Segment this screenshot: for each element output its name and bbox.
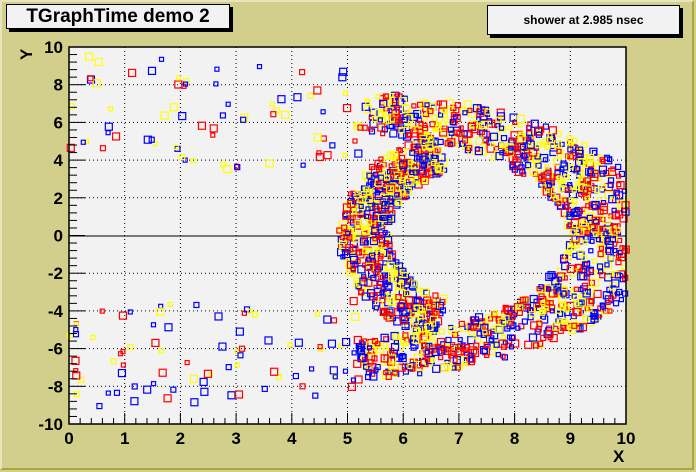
y-tick-label: -6: [48, 340, 63, 359]
y-tick-label: 4: [54, 151, 64, 170]
y-tick-label: -10: [38, 415, 63, 434]
y-tick-label: -8: [48, 377, 63, 396]
x-tick-label: 2: [176, 429, 185, 448]
time-label: shower at 2.985 nsec: [487, 5, 680, 35]
x-tick-label: 9: [566, 429, 575, 448]
y-tick-label: -2: [48, 264, 63, 283]
x-tick-label: 3: [231, 429, 240, 448]
x-tick-label: 10: [617, 429, 636, 448]
x-axis-title: X: [613, 447, 625, 466]
y-tick-labels: -10 -8 -6 -4 -2 0 2 4 6 8 10: [38, 38, 63, 434]
y-tick-label: 0: [54, 227, 63, 246]
x-tick-label: 8: [510, 429, 519, 448]
y-tick-label: 6: [54, 113, 63, 132]
x-tick-label: 4: [287, 429, 297, 448]
axis-ticks: [68, 46, 627, 425]
x-tick-label: 6: [398, 429, 407, 448]
x-tick-label: 0: [64, 429, 73, 448]
x-tick-label: 5: [343, 429, 352, 448]
chart-title: TGraphTime demo 2: [6, 4, 230, 29]
y-tick-label: 2: [54, 189, 63, 208]
data-points: [66, 52, 630, 410]
x-tick-label: 1: [120, 429, 129, 448]
y-axis-title: Y: [17, 48, 36, 60]
y-tick-label: 10: [44, 38, 63, 57]
x-tick-label: 7: [454, 429, 463, 448]
x-tick-labels: 0 1 2 3 4 5 6 7 8 9 10: [64, 429, 635, 448]
y-tick-label: 8: [54, 76, 63, 95]
y-tick-label: -4: [48, 302, 64, 321]
